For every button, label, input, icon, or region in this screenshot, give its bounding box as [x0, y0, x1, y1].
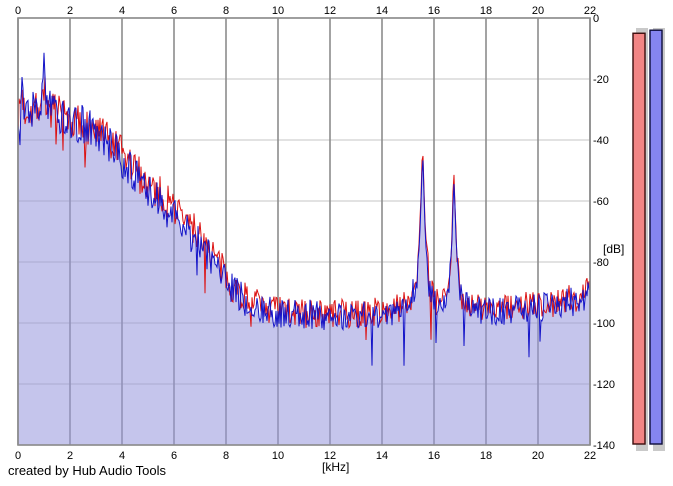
x-tick-label: 8 [223, 5, 229, 17]
x-tick-label: 18 [480, 5, 492, 17]
y-tick-label: -80 [593, 257, 609, 269]
blue-trace-fill [18, 52, 590, 445]
x-tick-label: 14 [376, 450, 388, 462]
x-tick-label: 8 [223, 450, 229, 462]
x-axis-bottom-tick-labels: 0 2 4 6 8 10 12 14 16 18 20 22 [15, 450, 596, 462]
x-tick-label: 6 [171, 5, 177, 17]
x-tick-label: 16 [428, 450, 440, 462]
y-axis-tick-labels: 0 -20 -40 -60 -80 -100 -120 -140 [593, 13, 615, 452]
x-axis-unit-label: [kHz] [322, 460, 349, 474]
x-tick-label: 0 [15, 450, 21, 462]
y-tick-label: -60 [593, 196, 609, 208]
y-tick-label: -100 [593, 318, 615, 330]
x-tick-label: 18 [480, 450, 492, 462]
blue-level-meter [649, 29, 663, 445]
x-tick-label: 16 [428, 5, 440, 17]
plot-border [17, 17, 591, 446]
level-meters [632, 28, 665, 451]
x-tick-label: 2 [67, 450, 73, 462]
x-tick-label: 2 [67, 5, 73, 17]
x-tick-label: 22 [584, 5, 596, 17]
y-tick-label: -140 [593, 440, 615, 452]
x-tick-label: 12 [324, 5, 336, 17]
spectrum-traces [17, 52, 591, 445]
y-tick-label: -40 [593, 135, 609, 147]
x-tick-label: 22 [584, 450, 596, 462]
y-tick-label: -120 [593, 379, 615, 391]
credit-text: created by Hub Audio Tools [8, 463, 167, 478]
x-tick-label: 14 [376, 5, 388, 17]
x-tick-label: 10 [272, 450, 284, 462]
x-tick-label: 20 [532, 450, 544, 462]
x-axis-top-tick-labels: 0 2 4 6 8 10 12 14 16 18 20 22 [15, 5, 596, 17]
red-level-meter [632, 32, 646, 445]
x-tick-label: 12 [324, 450, 336, 462]
y-tick-label: -20 [593, 74, 609, 86]
x-tick-label: 20 [532, 5, 544, 17]
y-tick-label: 0 [593, 13, 599, 25]
x-tick-label: 6 [171, 450, 177, 462]
x-tick-label: 10 [272, 5, 284, 17]
y-axis-unit-label: [dB] [603, 242, 624, 256]
x-tick-label: 4 [119, 5, 125, 17]
x-tick-label: 4 [119, 450, 125, 462]
x-tick-label: 0 [15, 5, 21, 17]
blue-trace [17, 52, 591, 366]
